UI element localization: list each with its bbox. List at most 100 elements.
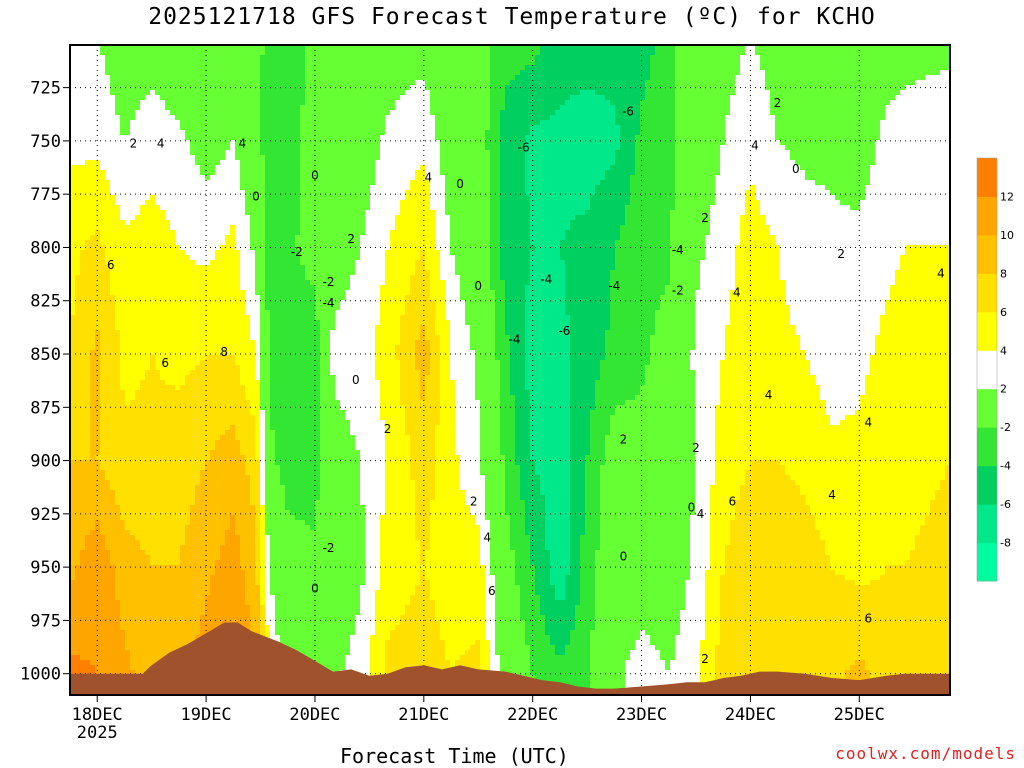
temperature-cell: [255, 435, 261, 441]
temperature-cell: [190, 210, 196, 216]
temperature-cell: [255, 70, 261, 76]
temperature-cell: [90, 355, 96, 361]
temperature-cell: [135, 325, 141, 331]
temperature-cell: [215, 535, 221, 541]
temperature-cell: [110, 230, 116, 236]
temperature-cell: [130, 230, 136, 236]
temperature-cell: [95, 485, 101, 491]
temperature-cell: [185, 300, 191, 306]
temperature-cell: [250, 510, 256, 516]
temperature-cell: [125, 145, 131, 151]
temperature-cell: [135, 50, 141, 56]
temperature-cell: [95, 520, 101, 526]
temperature-cell: [240, 130, 246, 136]
temperature-cell: [225, 55, 231, 61]
temperature-cell: [220, 135, 226, 141]
temperature-cell: [255, 445, 261, 451]
temperature-cell: [195, 385, 201, 391]
temperature-cell: [160, 320, 166, 326]
temperature-cell: [230, 530, 236, 536]
temperature-cell: [100, 50, 106, 56]
temperature-cell: [225, 525, 231, 531]
temperature-cell: [230, 340, 236, 346]
temperature-cell: [215, 485, 221, 491]
temperature-cell: [95, 515, 101, 521]
temperature-cell: [75, 650, 81, 656]
temperature-cell: [210, 165, 216, 171]
temperature-cell: [100, 505, 106, 511]
temperature-cell: [195, 600, 201, 606]
temperature-cell: [75, 205, 81, 211]
temperature-cell: [105, 175, 111, 181]
temperature-cell: [100, 185, 106, 191]
temperature-cell: [225, 45, 231, 51]
temperature-cell: [175, 585, 181, 591]
temperature-cell: [220, 560, 226, 566]
temperature-cell: [110, 325, 116, 331]
temperature-cell: [255, 310, 261, 316]
temperature-cell: [70, 495, 76, 501]
temperature-cell: [140, 55, 146, 61]
temperature-cell: [155, 80, 161, 86]
temperature-cell: [120, 255, 126, 261]
temperature-cell: [245, 550, 251, 556]
temperature-cell: [160, 600, 166, 606]
temperature-cell: [245, 405, 251, 411]
temperature-cell: [210, 530, 216, 536]
temperature-cell: [115, 315, 121, 321]
temperature-cell: [95, 550, 101, 556]
temperature-cell: [110, 95, 116, 101]
temperature-cell: [170, 500, 176, 506]
temperature-cell: [120, 360, 126, 366]
temperature-cell: [140, 435, 146, 441]
temperature-cell: [135, 205, 141, 211]
temperature-cell: [195, 420, 201, 426]
temperature-cell: [155, 445, 161, 451]
temperature-cell: [205, 260, 211, 266]
temperature-cell: [175, 535, 181, 541]
temperature-cell: [230, 245, 236, 251]
temperature-cell: [210, 395, 216, 401]
temperature-cell: [235, 485, 241, 491]
temperature-cell: [115, 450, 121, 456]
temperature-cell: [150, 275, 156, 281]
temperature-cell: [150, 370, 156, 376]
temperature-cell: [210, 610, 216, 616]
temperature-cell: [205, 420, 211, 426]
temperature-cell: [110, 585, 116, 591]
temperature-cell: [245, 310, 251, 316]
temperature-cell: [210, 485, 216, 491]
temperature-cell: [105, 185, 111, 191]
temperature-cell: [250, 375, 256, 381]
temperature-cell: [130, 435, 136, 441]
temperature-cell: [140, 45, 146, 51]
temperature-cell: [165, 120, 171, 126]
temperature-cell: [215, 90, 221, 96]
temperature-cell: [95, 250, 101, 256]
temperature-cell: [200, 540, 206, 546]
temperature-cell: [155, 545, 161, 551]
temperature-cell: [100, 135, 106, 141]
temperature-cell: [160, 125, 166, 131]
temperature-cell: [205, 265, 211, 271]
temperature-cell: [195, 635, 201, 641]
temperature-cell: [200, 60, 206, 66]
temperature-cell: [215, 430, 221, 436]
temperature-cell: [200, 95, 206, 101]
temperature-cell: [190, 600, 196, 606]
temperature-cell: [180, 150, 186, 156]
temperature-cell: [250, 90, 256, 96]
temperature-cell: [105, 45, 111, 51]
temperature-cell: [120, 580, 126, 586]
temperature-cell: [190, 135, 196, 141]
temperature-cell: [175, 645, 181, 651]
temperature-cell: [85, 320, 91, 326]
temperature-cell: [160, 335, 166, 341]
temperature-cell: [115, 490, 121, 496]
temperature-cell: [70, 440, 76, 446]
temperature-cell: [140, 390, 146, 396]
temperature-cell: [120, 565, 126, 571]
temperature-cell: [245, 335, 251, 341]
temperature-cell: [75, 390, 81, 396]
